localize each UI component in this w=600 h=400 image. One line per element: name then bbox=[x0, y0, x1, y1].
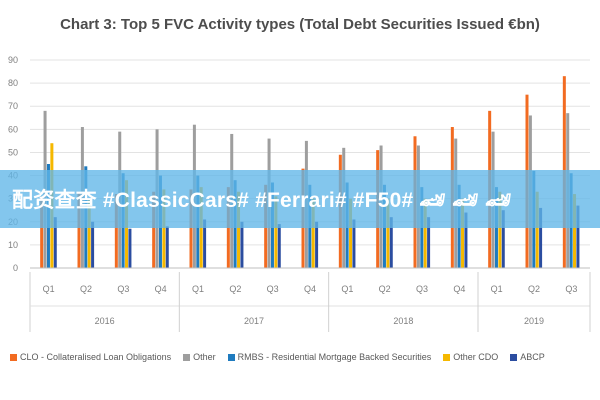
legend-swatch bbox=[510, 353, 518, 361]
y-tick-label: 90 bbox=[8, 55, 18, 65]
x-tick-label: Q1 bbox=[43, 284, 55, 294]
legend-item: RMBS - Residential Mortgage Backed Secur… bbox=[227, 352, 432, 362]
bar bbox=[535, 191, 539, 268]
y-tick-label: 70 bbox=[8, 101, 18, 111]
bar bbox=[87, 198, 91, 268]
y-tick-label: 80 bbox=[8, 78, 18, 88]
x-tick-label: Q4 bbox=[304, 284, 316, 294]
bar bbox=[274, 196, 278, 268]
x-tick-label: Q2 bbox=[379, 284, 391, 294]
y-tick-label: 50 bbox=[8, 147, 18, 157]
y-tick-label: 10 bbox=[8, 240, 18, 250]
bar bbox=[461, 198, 465, 268]
x-group-label: 2016 bbox=[95, 316, 115, 326]
legend-label: Other bbox=[193, 352, 216, 362]
x-tick-label: Q3 bbox=[267, 284, 279, 294]
bar bbox=[386, 198, 390, 268]
bar bbox=[349, 198, 353, 268]
bar bbox=[315, 221, 319, 268]
x-group-label: 2017 bbox=[244, 316, 264, 326]
bar bbox=[189, 189, 193, 268]
legend-swatch bbox=[10, 353, 17, 361]
x-tick-label: Q3 bbox=[416, 284, 428, 294]
bar bbox=[389, 217, 393, 268]
x-tick-label: Q3 bbox=[565, 284, 577, 294]
legend-label: RMBS - Residential Mortgage Backed Secur… bbox=[237, 352, 432, 362]
chart-legend: CLO - Collateralised Loan Obligations Oth… bbox=[10, 352, 595, 362]
x-tick-label: Q2 bbox=[229, 284, 241, 294]
x-group-label: 2019 bbox=[524, 316, 544, 326]
bar bbox=[165, 226, 169, 268]
bar bbox=[152, 191, 156, 268]
legend-label: CLO - Collateralised Loan Obligations bbox=[20, 352, 172, 362]
x-tick-label: Q3 bbox=[117, 284, 129, 294]
bar bbox=[162, 189, 166, 268]
bar bbox=[352, 219, 356, 268]
bar bbox=[114, 194, 118, 268]
legend-item: ABCP bbox=[510, 352, 545, 362]
bar bbox=[464, 212, 468, 268]
legend-label: ABCP bbox=[520, 352, 545, 362]
x-tick-label: Q1 bbox=[192, 284, 204, 294]
bar bbox=[240, 221, 244, 268]
bar bbox=[423, 198, 427, 268]
legend-swatch bbox=[443, 353, 451, 361]
watermark-banner: 配资查查 #ClassicCars# #Ferrari# #F50# 🏎 🏎 🏎 bbox=[0, 170, 600, 228]
x-tick-label: Q4 bbox=[453, 284, 465, 294]
bar bbox=[53, 217, 57, 268]
bar bbox=[311, 198, 315, 268]
bar bbox=[91, 221, 95, 268]
bar bbox=[539, 207, 543, 268]
watermark-text: 配资查查 #ClassicCars# #Ferrari# #F50# 🏎 🏎 🏎 bbox=[12, 189, 513, 212]
bar bbox=[128, 228, 132, 268]
x-tick-label: Q1 bbox=[341, 284, 353, 294]
bar bbox=[277, 224, 281, 268]
bar bbox=[501, 210, 505, 268]
x-tick-label: Q2 bbox=[80, 284, 92, 294]
bar bbox=[203, 219, 207, 268]
legend-item: CLO - Collateralised Loan Obligations bbox=[10, 352, 171, 362]
bar bbox=[576, 205, 580, 268]
x-tick-label: Q2 bbox=[528, 284, 540, 294]
bar bbox=[427, 217, 431, 268]
bar bbox=[40, 196, 44, 268]
legend-swatch bbox=[183, 353, 191, 361]
chart-title: Chart 3: Top 5 FVC Activity types (Total… bbox=[60, 16, 540, 33]
legend-label: Other CDO bbox=[453, 352, 499, 362]
legend-item: Other bbox=[183, 352, 216, 362]
bar bbox=[237, 191, 241, 268]
legend-swatch bbox=[227, 353, 235, 361]
y-tick-label: 60 bbox=[8, 124, 18, 134]
y-tick-label: 0 bbox=[13, 263, 18, 273]
x-tick-label: Q4 bbox=[155, 284, 167, 294]
legend-item: Other CDO bbox=[443, 352, 498, 362]
bar bbox=[498, 191, 502, 268]
bar bbox=[77, 191, 81, 268]
x-tick-label: Q1 bbox=[491, 284, 503, 294]
bar bbox=[573, 194, 577, 268]
x-group-label: 2018 bbox=[393, 316, 413, 326]
